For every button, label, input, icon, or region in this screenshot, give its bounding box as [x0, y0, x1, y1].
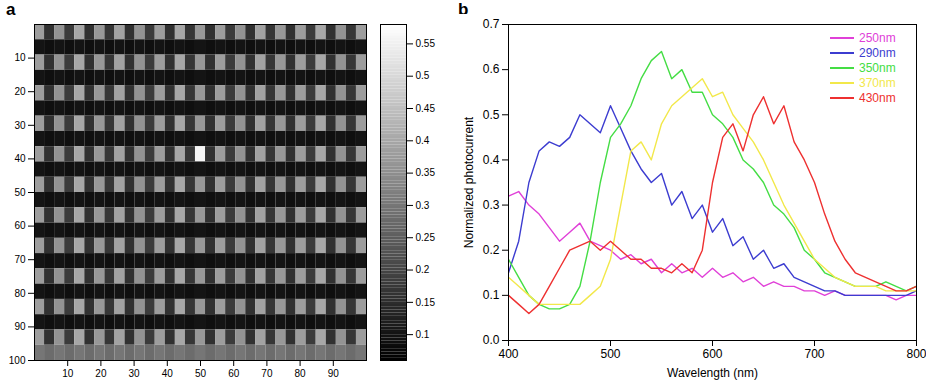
svg-text:0.6: 0.6 — [483, 62, 500, 76]
svg-text:0.4: 0.4 — [416, 135, 430, 146]
svg-text:0.4: 0.4 — [483, 153, 500, 167]
svg-text:40: 40 — [162, 368, 174, 379]
html-text:290nm: 290nm — [859, 45, 896, 60]
svg-text:0.45: 0.45 — [416, 103, 436, 114]
svg-text:30: 30 — [14, 120, 26, 131]
svg-text:Wavelength (nm): Wavelength (nm) — [667, 366, 758, 380]
svg-text:700: 700 — [804, 347, 824, 361]
svg-text:90: 90 — [328, 368, 340, 379]
svg-text:80: 80 — [14, 288, 26, 299]
svg-text:400: 400 — [498, 347, 518, 361]
svg-text:600: 600 — [702, 347, 722, 361]
html-text:370nm: 370nm — [859, 75, 896, 90]
svg-text:20: 20 — [95, 368, 107, 379]
svg-text:0.35: 0.35 — [416, 167, 436, 178]
html-text:a: a — [6, 0, 16, 19]
svg-text:0.5: 0.5 — [416, 70, 430, 81]
svg-text:60: 60 — [228, 368, 240, 379]
svg-text:0.7: 0.7 — [483, 17, 500, 31]
svg-text:0.55: 0.55 — [416, 38, 436, 49]
svg-text:70: 70 — [14, 254, 26, 265]
svg-text:500: 500 — [600, 347, 620, 361]
svg-text:100: 100 — [9, 355, 26, 366]
svg-text:0.1: 0.1 — [483, 288, 500, 302]
svg-text:0.1: 0.1 — [416, 329, 430, 340]
svg-text:0.0: 0.0 — [483, 333, 500, 347]
svg-text:Normalized photocurrent: Normalized photocurrent — [462, 116, 476, 248]
svg-text:20: 20 — [14, 86, 26, 97]
svg-text:40: 40 — [14, 153, 26, 164]
svg-text:0.3: 0.3 — [416, 200, 430, 211]
svg-text:0.2: 0.2 — [483, 243, 500, 257]
svg-text:50: 50 — [14, 187, 26, 198]
svg-text:800: 800 — [906, 347, 926, 361]
svg-text:10: 10 — [62, 368, 74, 379]
svg-text:0.15: 0.15 — [416, 297, 436, 308]
html-text:350nm: 350nm — [859, 60, 896, 75]
svg-text:70: 70 — [261, 368, 273, 379]
svg-text:0.25: 0.25 — [416, 232, 436, 243]
html-text:250nm: 250nm — [859, 30, 896, 45]
svg-text:10: 10 — [14, 52, 26, 63]
svg-text:30: 30 — [129, 368, 141, 379]
html-text:b: b — [458, 0, 469, 19]
svg-text:0.5: 0.5 — [483, 108, 500, 122]
svg-text:80: 80 — [295, 368, 307, 379]
svg-text:60: 60 — [14, 220, 26, 231]
svg-text:90: 90 — [14, 321, 26, 332]
svg-text:0.2: 0.2 — [416, 264, 430, 275]
svg-text:0.3: 0.3 — [483, 198, 500, 212]
svg-text:50: 50 — [195, 368, 207, 379]
html-text:430nm: 430nm — [859, 90, 896, 105]
